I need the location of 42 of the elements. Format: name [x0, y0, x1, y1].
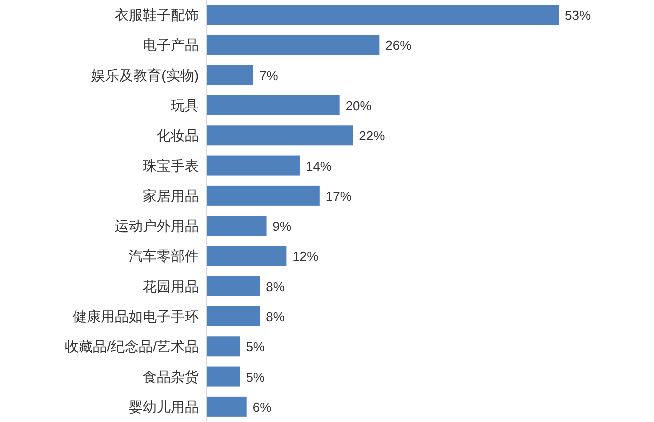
bar [207, 216, 267, 236]
bar [207, 5, 559, 26]
bar [207, 336, 240, 357]
data-label: 53% [565, 8, 592, 24]
y-tick-label: 运动户外用品 [115, 218, 199, 234]
bar [207, 366, 240, 387]
data-label: 12% [292, 249, 320, 264]
data-label: 6% [252, 400, 272, 415]
y-tick-label: 健康用品如电子手环 [73, 308, 199, 324]
bar [207, 396, 247, 417]
data-label: 26% [386, 38, 412, 54]
data-label: 9% [272, 219, 292, 234]
data-label: 14% [306, 158, 332, 174]
bar [207, 35, 380, 56]
data-label: 20% [346, 98, 372, 114]
y-tick-label: 花园用品 [143, 278, 199, 294]
bar [207, 246, 287, 266]
y-tick-label: 收藏品/纪念品/艺术品 [65, 338, 199, 355]
data-label: 8% [266, 279, 286, 294]
y-tick-label: 家居用品 [143, 188, 199, 204]
y-tick-label: 食品杂货 [143, 368, 199, 385]
y-tick-label: 玩具 [171, 98, 199, 114]
bar [207, 186, 320, 206]
data-label: 5% [246, 340, 266, 355]
bar [207, 276, 260, 296]
data-label: 8% [266, 310, 286, 324]
bar [207, 306, 260, 326]
y-tick-label: 化妆品 [157, 128, 199, 144]
y-tick-label: 婴幼儿用品 [129, 398, 199, 415]
bar [207, 126, 354, 146]
data-label: 22% [359, 128, 386, 144]
y-tick-label: 娱乐及教育(实物) [92, 67, 199, 84]
y-tick-label: 汽车零部件 [129, 248, 199, 264]
bar [207, 65, 254, 86]
data-label: 17% [326, 188, 352, 204]
y-tick-label: 珠宝手表 [143, 158, 199, 174]
y-tick-label: 衣服鞋子配饰 [115, 7, 199, 24]
bar [207, 96, 340, 116]
data-label: 7% [259, 68, 279, 84]
y-tick-label: 电子产品 [143, 37, 199, 54]
bar [207, 156, 300, 176]
data-label: 5% [246, 370, 266, 385]
